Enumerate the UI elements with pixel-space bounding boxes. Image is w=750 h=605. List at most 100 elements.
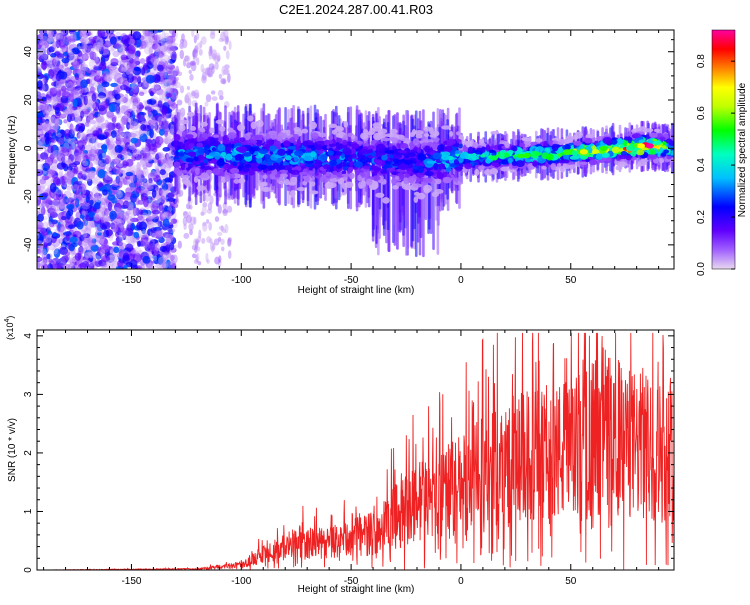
- spectrogram-noise-blob: [129, 63, 135, 70]
- spectrogram-noise-blob: [146, 192, 152, 199]
- spectrogram-noise-blob: [136, 50, 141, 57]
- spectrogram-signal-blob: [296, 187, 306, 192]
- spectrogram-noise-blob: [109, 36, 117, 45]
- spectrogram-noise-blob: [99, 249, 106, 257]
- spectrogram-noise-blob: [108, 145, 113, 150]
- spectrogram-noise-blob: [37, 152, 40, 163]
- spectrogram-signal-blob: [182, 169, 187, 174]
- spectrogram-signal-blob: [331, 129, 338, 135]
- spectrogram-signal-blob: [617, 161, 628, 168]
- spectrogram-faint-blob: [197, 261, 202, 266]
- spectrogram-noise-blob: [141, 228, 147, 239]
- spectrogram-faint-blob: [183, 232, 190, 239]
- spectrogram-noise-blob: [165, 237, 171, 244]
- spectrogram-faint-blob: [208, 221, 213, 231]
- spectrogram-noise-blob: [98, 115, 104, 123]
- spectrogram-noise-blob: [105, 76, 110, 82]
- spectrogram-noise-blob: [115, 31, 122, 37]
- spectrogram-noise-blob: [77, 133, 86, 141]
- spectrogram-noise-blob: [154, 242, 161, 252]
- spectrogram-noise-blob: [49, 205, 57, 215]
- spectrogram-noise-blob: [87, 240, 96, 247]
- spectrogram-noise-blob: [43, 234, 52, 244]
- spectrogram-noise-blob: [165, 244, 171, 253]
- spectrogram-faint-blob: [196, 42, 202, 50]
- spectrogram-faint-blob: [185, 92, 192, 100]
- spectrogram-noise-blob: [107, 201, 113, 212]
- spectrogram-noise-blob: [133, 231, 140, 239]
- spectrogram-noise-blob: [134, 181, 143, 186]
- spectrogram-noise-blob: [142, 39, 149, 47]
- spectrogram-signal-blob: [341, 192, 347, 196]
- spectrogram-faint-blob: [183, 223, 187, 230]
- spectrogram-noise-blob: [159, 169, 166, 176]
- spectrogram-noise-blob: [89, 199, 94, 206]
- spectrogram-faint-blob: [228, 40, 232, 50]
- spectrogram-noise-blob: [49, 182, 57, 193]
- spectrogram-faint-blob: [196, 246, 201, 252]
- spectrogram-noise-blob: [133, 246, 142, 255]
- spectrogram-noise-blob: [38, 205, 44, 214]
- spectrogram-noise-blob: [84, 144, 93, 152]
- spectrogram-signal-blob: [573, 134, 579, 141]
- spectrogram-noise-blob: [164, 159, 174, 169]
- spectrogram-signal-blob: [454, 150, 461, 155]
- spectrogram-signal-blob: [256, 119, 264, 128]
- spectrogram-noise-blob: [165, 79, 173, 84]
- spectrogram-noise-blob: [100, 144, 108, 150]
- spectrogram-noise-blob: [84, 249, 93, 257]
- spectrogram-noise-blob: [59, 225, 67, 234]
- spectrogram-faint-blob: [174, 76, 180, 81]
- spectrogram-noise-blob: [151, 96, 159, 101]
- spectrogram-noise-blob: [128, 45, 136, 55]
- spectrogram-noise-blob: [78, 240, 84, 247]
- spectrogram-noise-blob: [129, 83, 138, 88]
- spectrogram-noise-blob: [116, 130, 125, 138]
- spectrogram-noise-blob: [112, 224, 119, 233]
- spectrogram-noise-blob: [170, 52, 178, 60]
- spectrogram-noise-blob: [135, 187, 142, 194]
- spectrogram-noise-blob: [58, 169, 64, 177]
- spectrogram-noise-blob: [147, 221, 155, 229]
- spectrogram-noise-blob: [64, 35, 72, 46]
- spectrogram-noise-blob: [71, 125, 76, 135]
- spectrogram-signal-blob: [208, 152, 219, 157]
- spectrogram-noise-blob: [66, 81, 74, 92]
- spectrogram-noise-blob: [154, 161, 159, 171]
- spectrogram-noise-blob: [118, 242, 127, 250]
- spectrogram-noise-blob: [98, 234, 105, 244]
- spectrogram-faint-blob: [180, 111, 186, 118]
- spectrogram-signal-blob: [284, 178, 290, 186]
- spectrogram-noise-blob: [110, 58, 119, 65]
- spectrogram-noise-blob: [81, 53, 89, 62]
- spectrogram-noise-blob: [51, 96, 58, 106]
- spectrogram-noise-blob: [164, 137, 169, 145]
- spectrogram-noise-blob: [125, 187, 133, 195]
- spectrogram-noise-blob: [112, 50, 120, 58]
- spectrogram-noise-blob: [81, 210, 87, 216]
- spectrogram-noise-blob: [80, 110, 85, 119]
- spectrogram-noise-blob: [135, 167, 143, 176]
- spectrogram-faint-blob: [209, 32, 216, 40]
- spectrogram-noise-blob: [162, 261, 169, 269]
- spectrogram-noise-blob: [79, 262, 87, 269]
- spectrogram-noise-blob: [140, 145, 149, 154]
- spectrogram-noise-blob: [117, 146, 124, 152]
- spectrogram-noise-blob: [126, 158, 134, 167]
- spectrogram-signal-blob: [423, 187, 431, 194]
- spectrogram-faint-blob: [175, 65, 180, 76]
- spectrogram-noise-blob: [148, 221, 153, 230]
- spectrogram-faint-blob: [217, 89, 224, 97]
- spectrogram-noise-blob: [135, 197, 140, 206]
- spectrogram-noise-blob: [115, 231, 120, 238]
- spectrogram-noise-blob: [80, 64, 87, 71]
- spectrogram-noise-blob: [56, 132, 62, 138]
- spectrogram-noise-blob: [72, 57, 78, 65]
- spectrogram-faint-blob: [179, 85, 185, 94]
- spectrogram-noise-blob: [142, 212, 148, 218]
- spectrogram-noise-blob: [162, 218, 170, 228]
- spectrogram-noise-blob: [112, 179, 119, 187]
- spectrogram-faint-blob: [188, 223, 194, 231]
- spectrogram-faint-blob: [206, 259, 210, 264]
- spectrogram-noise-blob: [154, 42, 160, 52]
